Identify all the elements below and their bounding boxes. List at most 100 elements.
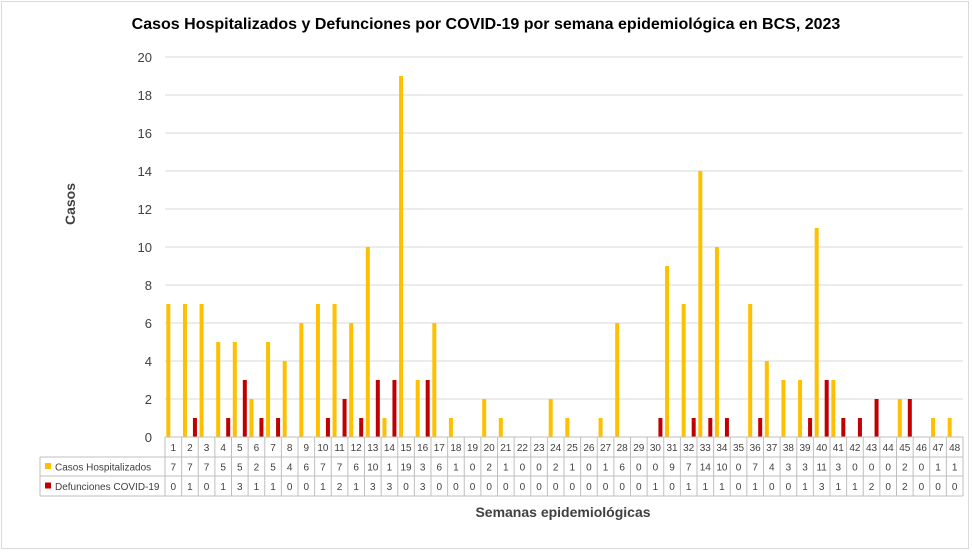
data-label: 0 — [304, 482, 310, 493]
data-label: 6 — [619, 463, 625, 474]
x-tick-label: 18 — [450, 443, 462, 454]
data-label: 0 — [786, 482, 792, 493]
data-label: 0 — [869, 463, 875, 474]
data-label: 6 — [304, 463, 310, 474]
bar-hospitalizados — [565, 418, 570, 437]
data-label: 0 — [852, 463, 858, 474]
data-label: 0 — [919, 463, 925, 474]
y-tick-label: 16 — [138, 126, 152, 141]
bar-hospitalizados — [714, 247, 719, 437]
y-tick-label: 8 — [145, 278, 152, 293]
data-label: 1 — [603, 463, 609, 474]
bar-defunciones — [808, 418, 813, 437]
bar-defunciones — [276, 418, 281, 437]
bar-defunciones — [824, 380, 829, 437]
data-label: 3 — [237, 482, 243, 493]
data-label: 0 — [636, 463, 642, 474]
data-label: 1 — [802, 482, 808, 493]
bar-hospitalizados — [831, 380, 836, 437]
bar-hospitalizados — [665, 266, 670, 437]
legend-label: Casos Hospitalizados — [55, 463, 151, 474]
data-label: 1 — [703, 482, 709, 493]
data-label: 10 — [716, 463, 728, 474]
bar-defunciones — [342, 399, 347, 437]
data-label: 0 — [586, 463, 592, 474]
y-tick-label: 18 — [138, 88, 152, 103]
bar-hospitalizados — [232, 342, 237, 437]
bar-hospitalizados — [448, 418, 453, 437]
y-tick-label: 20 — [138, 50, 152, 65]
data-label: 0 — [769, 482, 775, 493]
x-tick-label: 44 — [883, 443, 895, 454]
data-label: 1 — [387, 463, 393, 474]
data-label: 1 — [320, 482, 326, 493]
data-label: 2 — [553, 463, 559, 474]
y-tick-label: 12 — [138, 202, 152, 217]
bar-hospitalizados — [166, 304, 171, 437]
x-tick-label: 1 — [171, 443, 177, 454]
bar-hospitalizados — [615, 323, 620, 437]
bar-hospitalizados — [332, 304, 337, 437]
x-tick-label: 2 — [187, 443, 193, 454]
y-tick-label: 10 — [138, 240, 152, 255]
x-tick-label: 46 — [916, 443, 928, 454]
bar-hospitalizados — [349, 323, 354, 437]
bar-hospitalizados — [681, 304, 686, 437]
bar-hospitalizados — [399, 76, 404, 437]
data-label: 2 — [254, 463, 260, 474]
data-label: 6 — [437, 463, 443, 474]
legend-swatch — [45, 463, 51, 469]
data-label: 4 — [769, 463, 775, 474]
data-label: 1 — [353, 482, 359, 493]
data-label: 0 — [736, 482, 742, 493]
x-tick-label: 40 — [816, 443, 828, 454]
bar-defunciones — [226, 418, 231, 437]
x-tick-label: 38 — [783, 443, 795, 454]
bar-defunciones — [325, 418, 330, 437]
bar-hospitalizados — [415, 380, 420, 437]
data-label: 3 — [819, 482, 825, 493]
x-tick-label: 35 — [733, 443, 745, 454]
y-tick-label: 4 — [145, 354, 152, 369]
data-label: 9 — [669, 463, 675, 474]
data-label: 0 — [520, 482, 526, 493]
data-label: 3 — [370, 482, 376, 493]
bar-defunciones — [392, 380, 397, 437]
data-label: 0 — [287, 482, 293, 493]
bars — [166, 76, 952, 437]
bar-defunciones — [907, 399, 912, 437]
bar-defunciones — [359, 418, 364, 437]
data-label: 0 — [536, 463, 542, 474]
data-label: 0 — [885, 463, 891, 474]
data-label: 2 — [902, 463, 908, 474]
bar-hospitalizados — [698, 171, 703, 437]
data-label: 3 — [387, 482, 393, 493]
bar-hospitalizados — [748, 304, 753, 437]
x-tick-label: 3 — [204, 443, 210, 454]
data-label: 1 — [570, 463, 576, 474]
bar-hospitalizados — [216, 342, 221, 437]
x-tick-label: 6 — [254, 443, 260, 454]
bar-hospitalizados — [498, 418, 503, 437]
data-label: 0 — [536, 482, 542, 493]
data-label: 0 — [553, 482, 559, 493]
bar-hospitalizados — [365, 247, 370, 437]
data-label: 5 — [237, 463, 243, 474]
bar-defunciones — [192, 418, 197, 437]
x-tick-label: 9 — [304, 443, 310, 454]
x-tick-label: 28 — [617, 443, 629, 454]
data-label: 0 — [919, 482, 925, 493]
data-label: 0 — [586, 482, 592, 493]
x-tick-label: 4 — [220, 443, 226, 454]
x-tick-label: 36 — [750, 443, 762, 454]
data-label: 1 — [686, 482, 692, 493]
data-label: 1 — [952, 463, 958, 474]
bar-hospitalizados — [299, 323, 304, 437]
x-tick-label: 7 — [270, 443, 276, 454]
y-tick-label: 6 — [145, 316, 152, 331]
bar-defunciones — [708, 418, 713, 437]
x-axis-label: Semanas epidemiológicas — [475, 504, 651, 520]
data-label: 2 — [869, 482, 875, 493]
bar-hospitalizados — [781, 380, 786, 437]
data-label: 14 — [700, 463, 712, 474]
